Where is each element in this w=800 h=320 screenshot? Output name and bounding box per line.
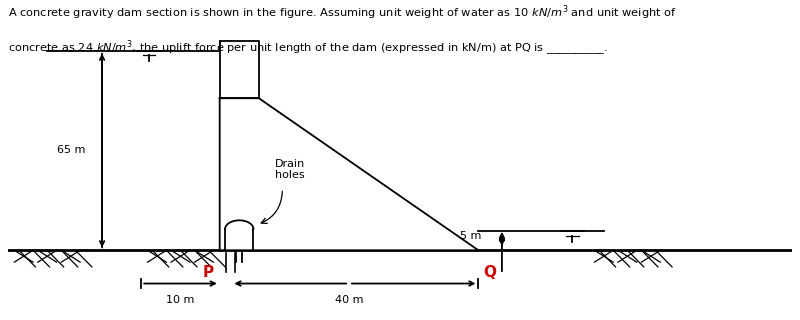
Text: concrete as 24 $kN/m^3$, the uplift force per unit length of the dam (expressed : concrete as 24 $kN/m^3$, the uplift forc… <box>8 38 608 58</box>
Text: Q: Q <box>484 265 497 280</box>
Text: 10 m: 10 m <box>166 295 194 305</box>
Polygon shape <box>220 41 259 98</box>
Text: 65 m: 65 m <box>57 146 85 156</box>
Text: 40 m: 40 m <box>334 295 363 305</box>
Text: A concrete gravity dam section is shown in the figure. Assuming unit weight of w: A concrete gravity dam section is shown … <box>8 3 677 22</box>
Text: Drain
holes: Drain holes <box>275 159 306 180</box>
Text: P: P <box>202 265 214 280</box>
Polygon shape <box>220 98 478 250</box>
Text: 5 m: 5 m <box>460 231 482 241</box>
